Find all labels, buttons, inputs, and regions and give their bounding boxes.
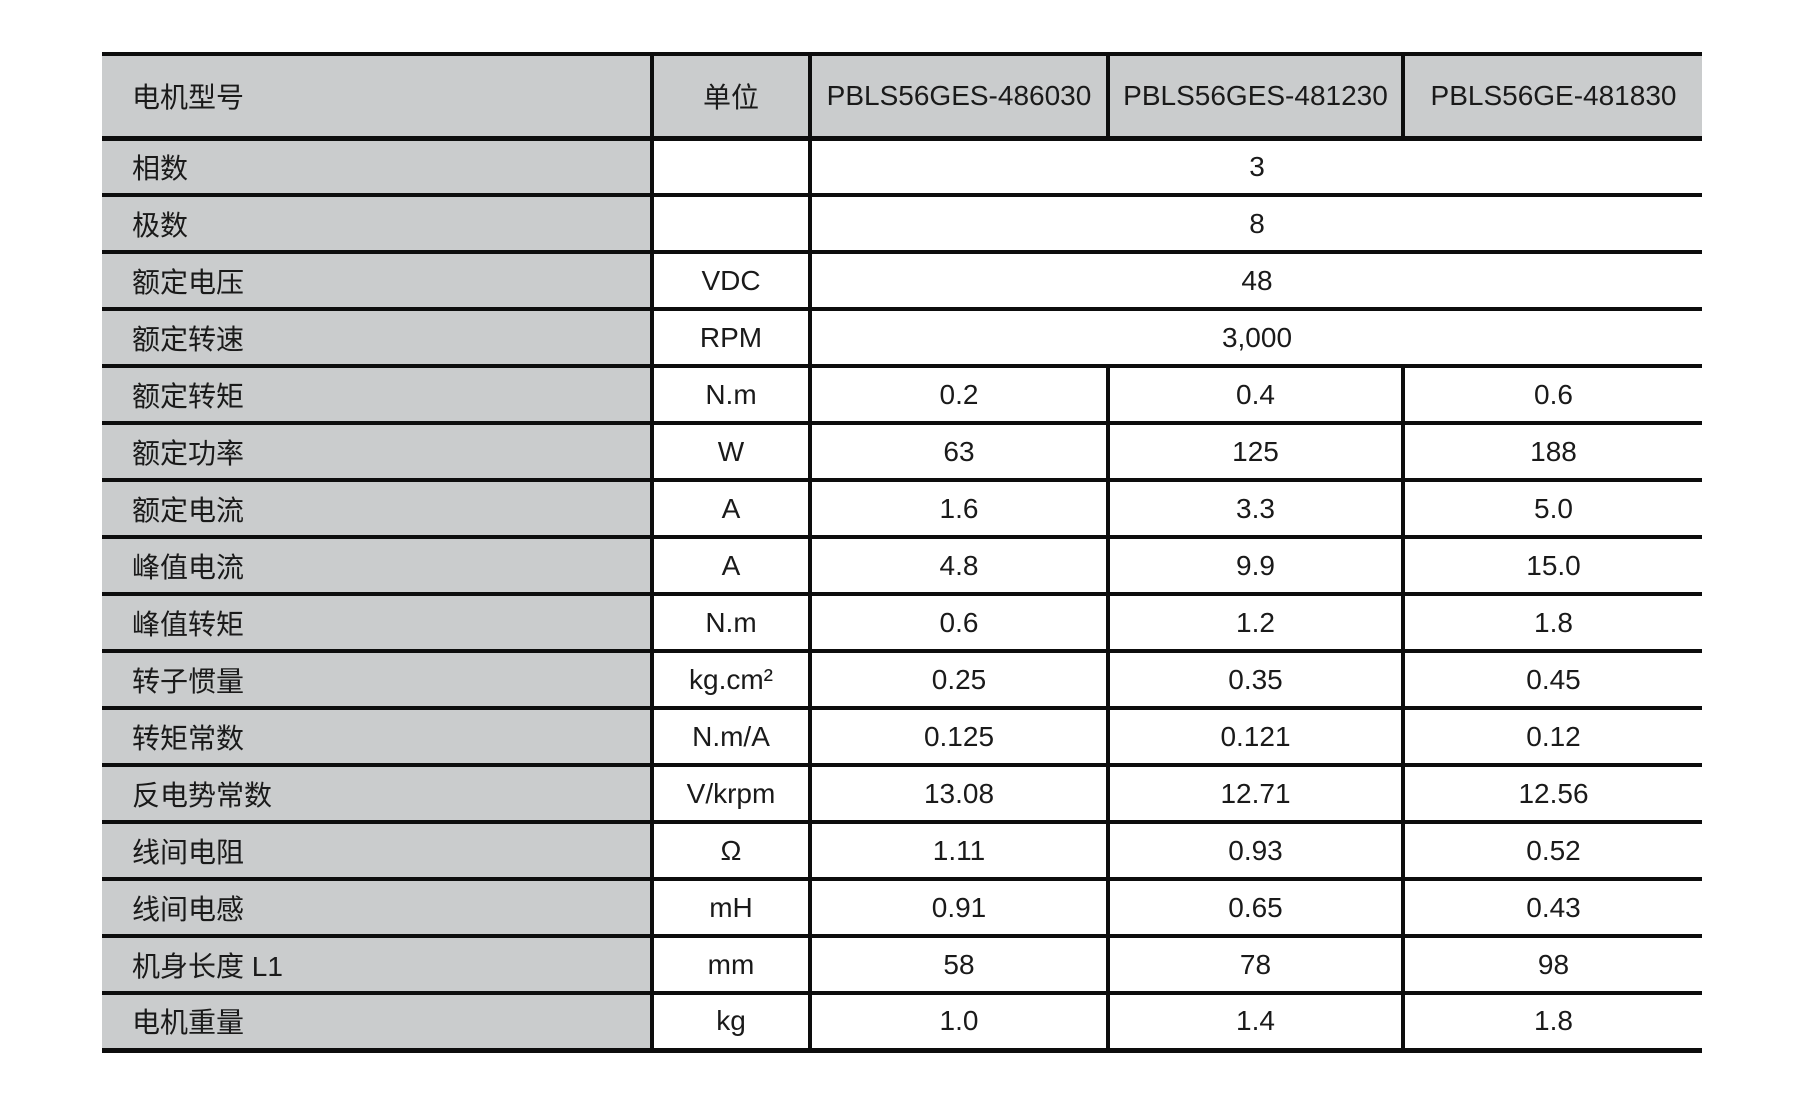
- row-label: 峰值电流: [102, 535, 654, 596]
- header-model-2: PBLS56GES-481230: [1106, 52, 1405, 141]
- value-cell: 63: [808, 421, 1110, 482]
- unit-cell: Ω: [650, 820, 812, 881]
- value-cell: 0.45: [1401, 649, 1702, 710]
- table-row-body-length: 机身长度 L1 mm 58 78 98: [102, 934, 1702, 995]
- table-row-peak-torque: 峰值转矩 N.m 0.6 1.2 1.8: [102, 592, 1702, 653]
- table-row-peak-current: 峰值电流 A 4.8 9.9 15.0: [102, 535, 1702, 596]
- row-label: 线间电阻: [102, 820, 654, 881]
- table-row-back-emf-constant: 反电势常数 V/krpm 13.08 12.71 12.56: [102, 763, 1702, 824]
- value-cell: 0.2: [808, 364, 1110, 425]
- table-row-line-inductance: 线间电感 mH 0.91 0.65 0.43: [102, 877, 1702, 938]
- row-label: 峰值转矩: [102, 592, 654, 653]
- row-label: 线间电感: [102, 877, 654, 938]
- value-cell: 0.65: [1106, 877, 1405, 938]
- value-cell: 0.12: [1401, 706, 1702, 767]
- value-cell: 0.125: [808, 706, 1110, 767]
- value-cell: 0.93: [1106, 820, 1405, 881]
- value-cell: 3.3: [1106, 478, 1405, 539]
- row-label: 额定转矩: [102, 364, 654, 425]
- row-label: 反电势常数: [102, 763, 654, 824]
- table-row-rated-current: 额定电流 A 1.6 3.3 5.0: [102, 478, 1702, 539]
- value-cell: 0.25: [808, 649, 1110, 710]
- value-cell: 125: [1106, 421, 1405, 482]
- unit-cell: mm: [650, 934, 812, 995]
- value-cell: 1.11: [808, 820, 1110, 881]
- table-row-poles: 极数 8: [102, 193, 1702, 254]
- unit-cell: kg: [650, 991, 812, 1053]
- table-row-line-resistance: 线间电阻 Ω 1.11 0.93 0.52: [102, 820, 1702, 881]
- row-label: 额定电压: [102, 250, 654, 311]
- value-cell: 0.52: [1401, 820, 1702, 881]
- table-row-motor-weight: 电机重量 kg 1.0 1.4 1.8: [102, 991, 1702, 1053]
- table-header-row: 电机型号 单位 PBLS56GES-486030 PBLS56GES-48123…: [102, 52, 1702, 141]
- unit-cell: A: [650, 478, 812, 539]
- row-label: 相数: [102, 136, 654, 197]
- value-cell: 13.08: [808, 763, 1110, 824]
- value-cell: 0.91: [808, 877, 1110, 938]
- motor-spec-table: 电机型号 单位 PBLS56GES-486030 PBLS56GES-48123…: [102, 52, 1702, 1053]
- value-cell: 1.8: [1401, 592, 1702, 653]
- value-cell: 15.0: [1401, 535, 1702, 596]
- row-label: 额定转速: [102, 307, 654, 368]
- header-unit: 单位: [650, 52, 812, 141]
- value-cell: 12.56: [1401, 763, 1702, 824]
- value-cell: 0.6: [808, 592, 1110, 653]
- unit-cell: mH: [650, 877, 812, 938]
- header-model-3: PBLS56GE-481830: [1401, 52, 1702, 141]
- value-cell: 0.4: [1106, 364, 1405, 425]
- value-cell: 1.6: [808, 478, 1110, 539]
- unit-cell: N.m/A: [650, 706, 812, 767]
- row-label: 极数: [102, 193, 654, 254]
- merged-value-cell: 3: [808, 136, 1702, 197]
- merged-value-cell: 48: [808, 250, 1702, 311]
- merged-value-cell: 8: [808, 193, 1702, 254]
- row-label: 电机重量: [102, 991, 654, 1053]
- row-label: 转矩常数: [102, 706, 654, 767]
- value-cell: 58: [808, 934, 1110, 995]
- table-row-rated-power: 额定功率 W 63 125 188: [102, 421, 1702, 482]
- unit-cell: kg.cm²: [650, 649, 812, 710]
- value-cell: 0.121: [1106, 706, 1405, 767]
- unit-cell: N.m: [650, 592, 812, 653]
- unit-cell: W: [650, 421, 812, 482]
- header-motor-model: 电机型号: [102, 52, 654, 141]
- value-cell: 1.0: [808, 991, 1110, 1053]
- header-model-1: PBLS56GES-486030: [808, 52, 1110, 141]
- value-cell: 1.4: [1106, 991, 1405, 1053]
- unit-cell: RPM: [650, 307, 812, 368]
- table-row-rated-voltage: 额定电压 VDC 48: [102, 250, 1702, 311]
- table-row-rated-speed: 额定转速 RPM 3,000: [102, 307, 1702, 368]
- value-cell: 5.0: [1401, 478, 1702, 539]
- value-cell: 0.6: [1401, 364, 1702, 425]
- row-label: 额定功率: [102, 421, 654, 482]
- value-cell: 0.35: [1106, 649, 1405, 710]
- table-row-phases: 相数 3: [102, 136, 1702, 197]
- unit-cell: N.m: [650, 364, 812, 425]
- unit-cell: [650, 136, 812, 197]
- value-cell: 4.8: [808, 535, 1110, 596]
- table-row-torque-constant: 转矩常数 N.m/A 0.125 0.121 0.12: [102, 706, 1702, 767]
- unit-cell: [650, 193, 812, 254]
- table-row-rotor-inertia: 转子惯量 kg.cm² 0.25 0.35 0.45: [102, 649, 1702, 710]
- value-cell: 1.2: [1106, 592, 1405, 653]
- table-row-rated-torque: 额定转矩 N.m 0.2 0.4 0.6: [102, 364, 1702, 425]
- unit-cell: V/krpm: [650, 763, 812, 824]
- value-cell: 0.43: [1401, 877, 1702, 938]
- value-cell: 98: [1401, 934, 1702, 995]
- row-label: 额定电流: [102, 478, 654, 539]
- row-label: 转子惯量: [102, 649, 654, 710]
- unit-cell: A: [650, 535, 812, 596]
- row-label: 机身长度 L1: [102, 934, 654, 995]
- merged-value-cell: 3,000: [808, 307, 1702, 368]
- value-cell: 1.8: [1401, 991, 1702, 1053]
- value-cell: 188: [1401, 421, 1702, 482]
- value-cell: 78: [1106, 934, 1405, 995]
- unit-cell: VDC: [650, 250, 812, 311]
- value-cell: 12.71: [1106, 763, 1405, 824]
- value-cell: 9.9: [1106, 535, 1405, 596]
